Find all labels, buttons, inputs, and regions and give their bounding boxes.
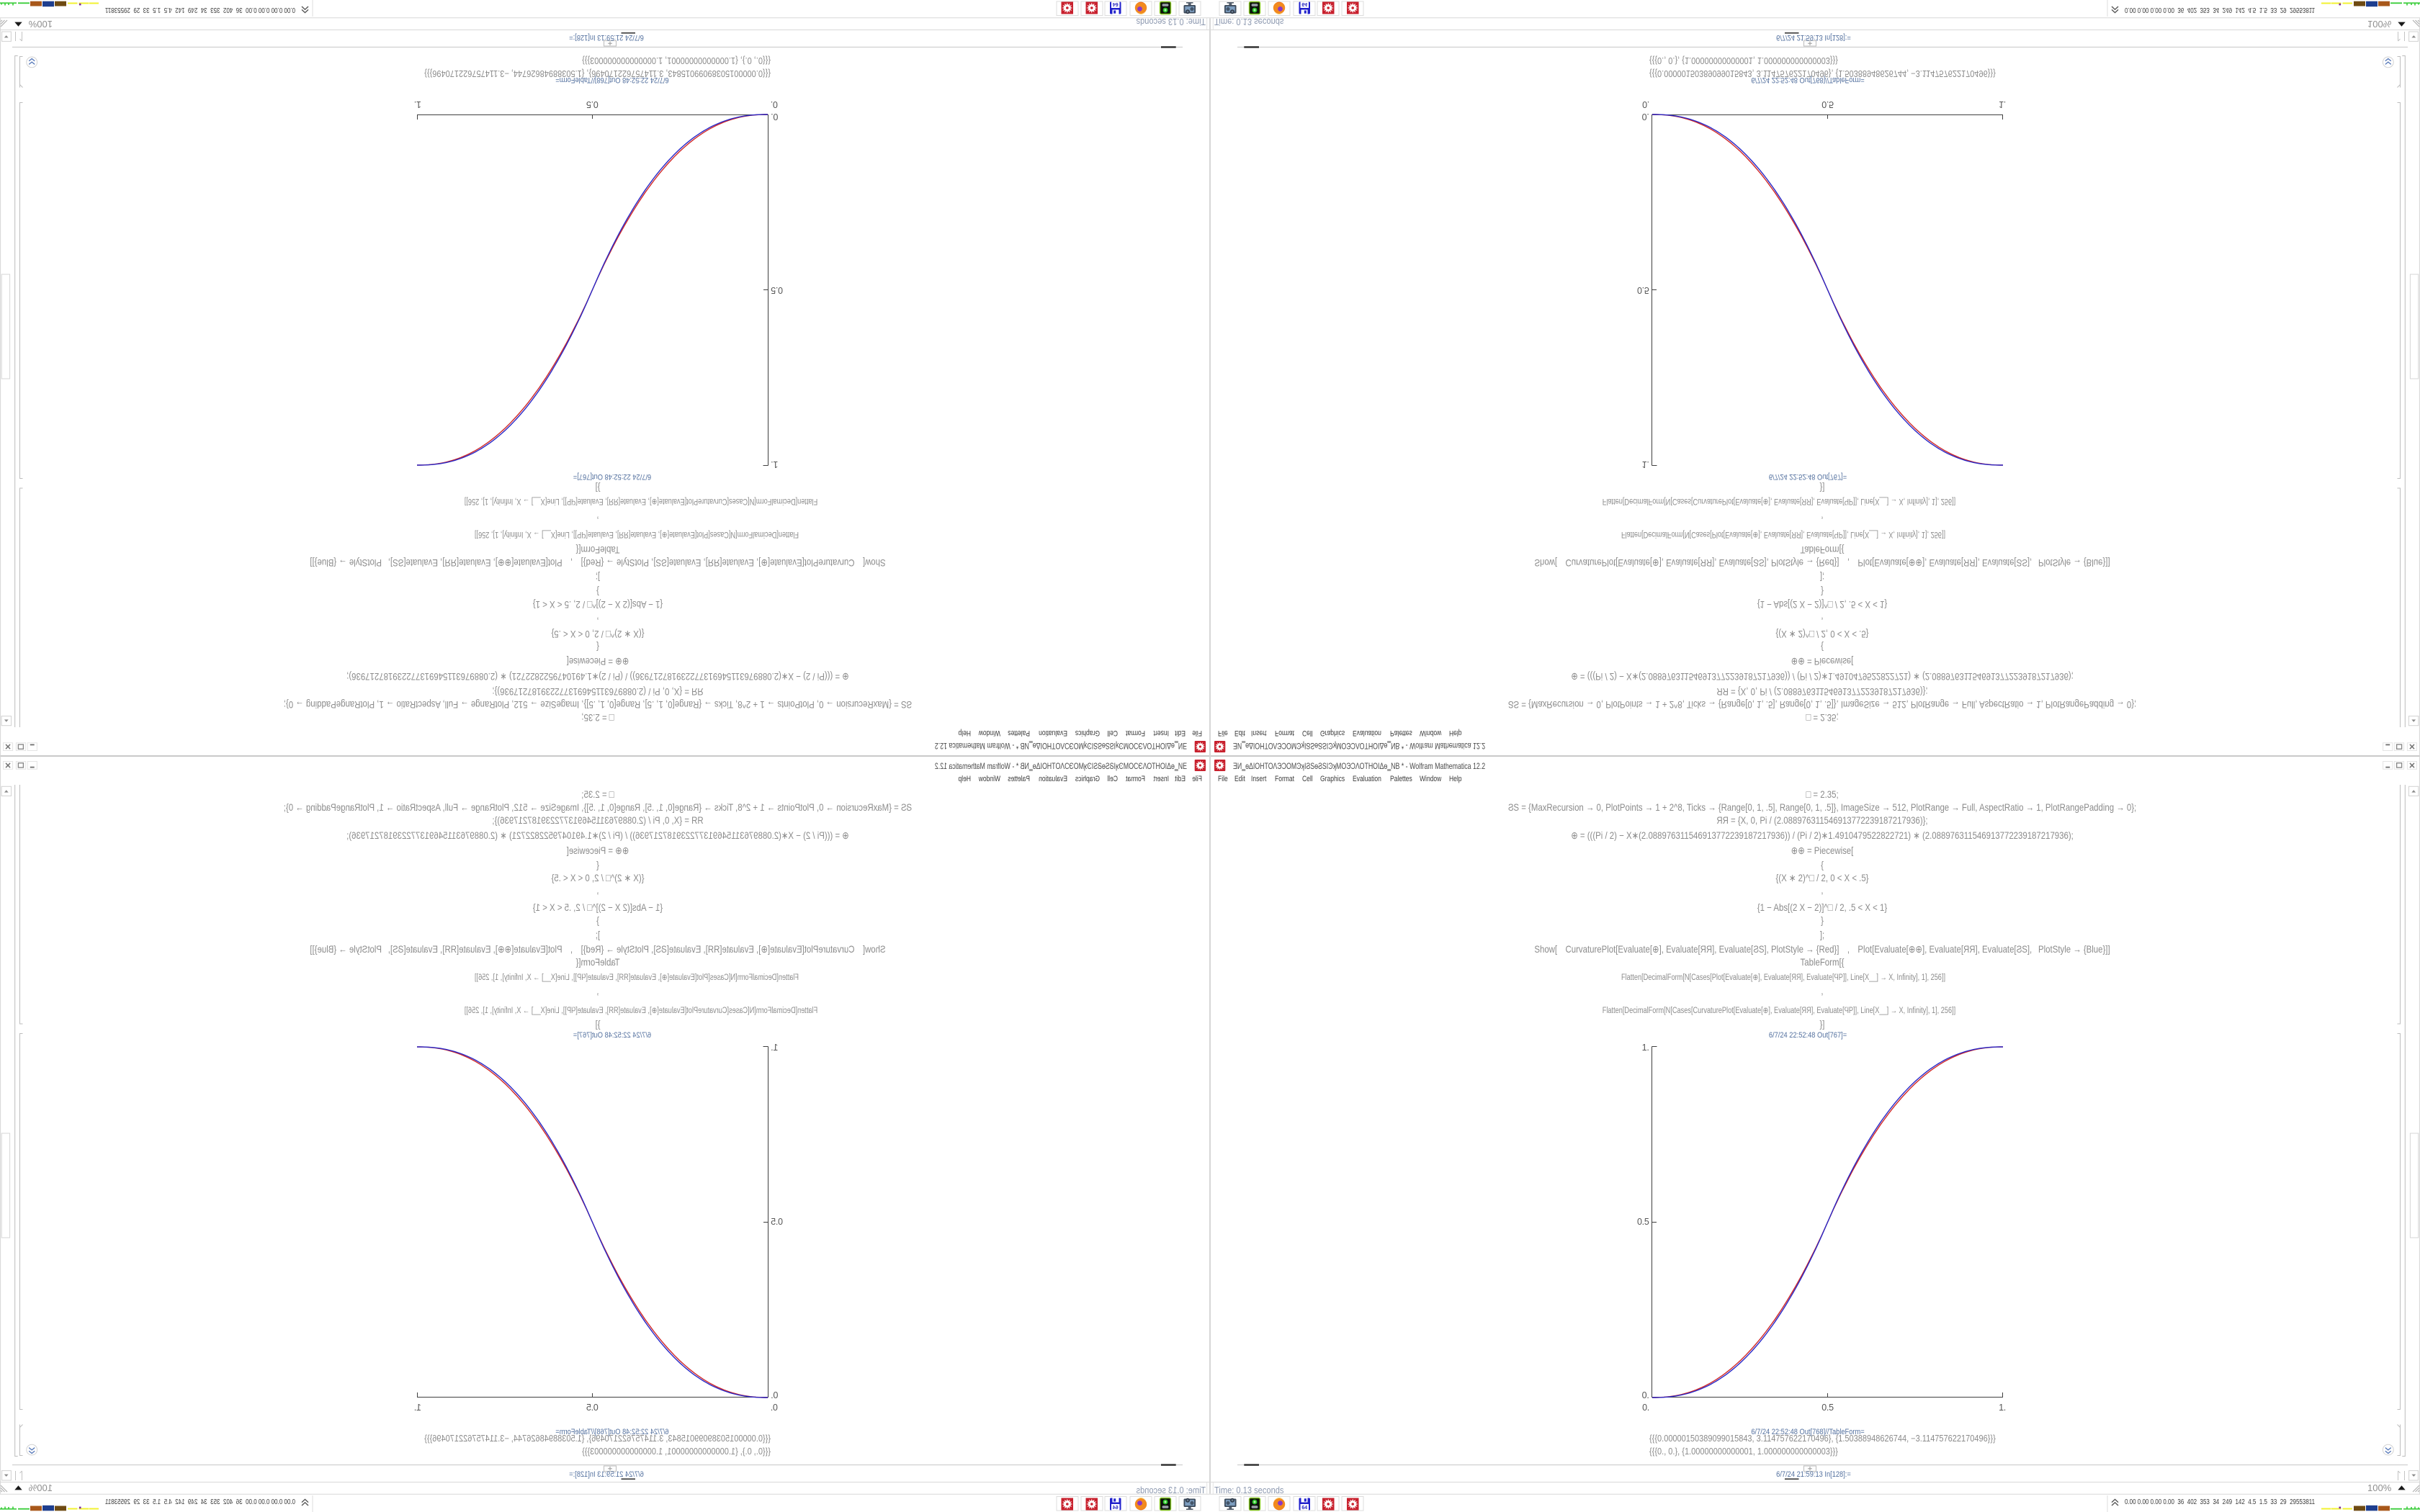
svg-text:64: 64 bbox=[1301, 1, 1307, 6]
svg-text:64: 64 bbox=[1113, 1, 1119, 6]
svg-text:64: 64 bbox=[1113, 1506, 1119, 1511]
svg-text:64: 64 bbox=[1301, 1506, 1307, 1511]
